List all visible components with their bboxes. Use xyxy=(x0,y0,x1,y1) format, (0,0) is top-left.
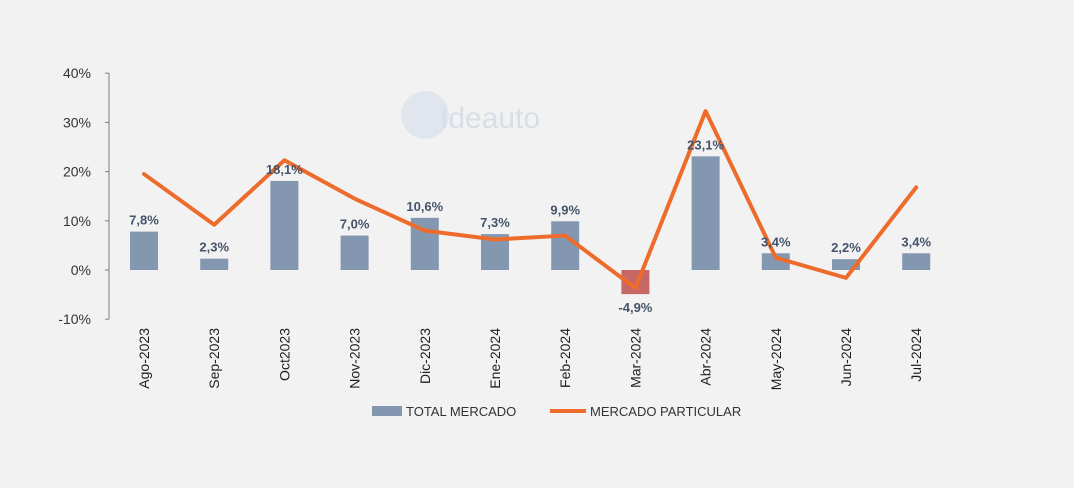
data-label: 2,2% xyxy=(831,240,861,255)
data-label: 2,3% xyxy=(199,240,229,255)
x-tick-label: Mar-2024 xyxy=(627,328,643,388)
x-tick-label: Ene-2024 xyxy=(487,328,503,389)
watermark-text: Ideauto xyxy=(440,102,540,135)
data-labels: 7,8% 2,3% 18,1% 7,0% 10,6% 7,3% 9,9% -4,9% 23,1%… xyxy=(129,137,931,315)
bar xyxy=(200,259,228,270)
y-tick-label: 40% xyxy=(63,65,91,81)
data-label: 7,0% xyxy=(340,217,370,232)
data-label: 10,6% xyxy=(406,199,443,214)
bar xyxy=(270,181,298,270)
legend-swatch-total-mercado xyxy=(372,406,402,416)
y-tick-label: 10% xyxy=(63,213,91,229)
bar xyxy=(130,232,158,270)
legend-label-total-mercado: TOTAL MERCADO xyxy=(406,404,516,419)
line-path xyxy=(144,111,916,288)
data-label: 23,1% xyxy=(687,137,724,152)
x-tick-label: Abr-2024 xyxy=(698,328,714,386)
line-series-mercado-particular xyxy=(144,111,916,288)
data-label: 9,9% xyxy=(550,202,580,217)
x-tick-label: Nov-2023 xyxy=(347,328,363,389)
x-axis: Ago-2023 Sep-2023 Oct2023 Nov-2023 Dic-2023 E… xyxy=(136,328,924,390)
bar xyxy=(341,236,369,270)
data-label: 7,3% xyxy=(480,215,510,230)
bar xyxy=(551,221,579,270)
bar xyxy=(692,156,720,270)
bar xyxy=(902,253,930,270)
x-tick-label: May-2024 xyxy=(768,328,784,390)
y-tick-label: 0% xyxy=(71,262,91,278)
data-label: 18,1% xyxy=(266,162,303,177)
x-tick-label: Jun-2024 xyxy=(838,328,854,387)
y-axis: 40% 30% 20% 10% 0% -10% xyxy=(58,65,109,327)
x-tick-label: Ago-2023 xyxy=(136,328,152,389)
x-tick-label: Sep-2023 xyxy=(206,328,222,389)
data-label: 3,4% xyxy=(901,234,931,249)
data-label: -4,9% xyxy=(618,300,652,315)
y-tick-label: 20% xyxy=(63,164,91,180)
data-label: 3,4% xyxy=(761,234,791,249)
x-tick-label: Feb-2024 xyxy=(557,328,573,388)
legend-label-mercado-particular: MERCADO PARTICULAR xyxy=(590,404,741,419)
x-tick-label: Oct2023 xyxy=(276,328,292,381)
y-tick-label: 30% xyxy=(63,114,91,130)
data-label: 7,8% xyxy=(129,213,159,228)
watermark: Ideauto xyxy=(401,91,540,139)
x-tick-label: Dic-2023 xyxy=(417,328,433,384)
x-tick-label: Jul-2024 xyxy=(908,328,924,382)
y-tick-label: -10% xyxy=(58,311,91,327)
bar-series-total-mercado xyxy=(130,156,930,294)
legend: TOTAL MERCADO MERCADO PARTICULAR xyxy=(372,404,741,419)
